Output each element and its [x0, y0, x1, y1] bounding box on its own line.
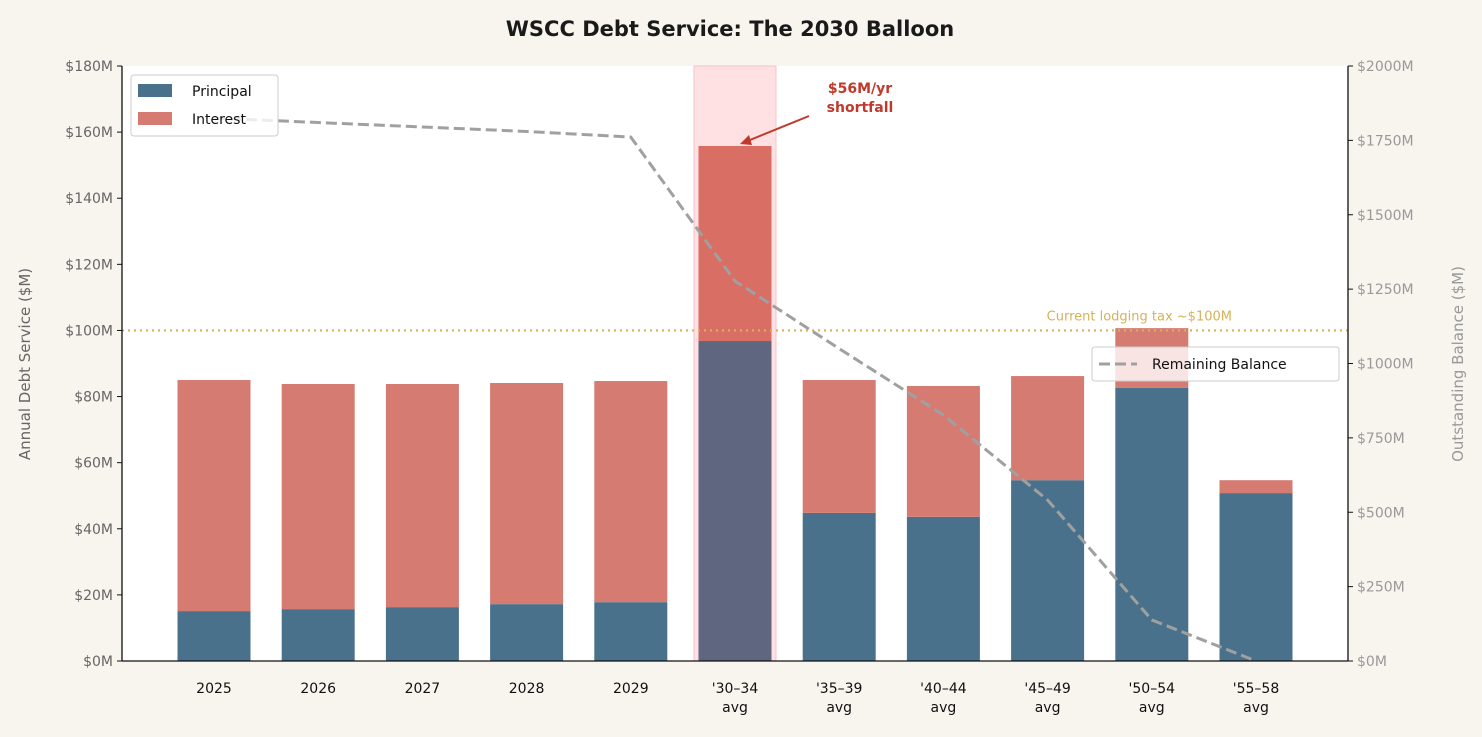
bar-interest: [281, 383, 355, 610]
x-tick-label: '35–39: [816, 681, 862, 697]
bar-interest: [802, 380, 876, 513]
annotation-text: $56M/yr: [828, 81, 892, 97]
x-tick-label: '45–49: [1024, 681, 1070, 697]
bar-principal: [594, 602, 668, 661]
bar-principal: [906, 516, 980, 661]
y-tick-label: $140M: [65, 191, 113, 207]
legend-label: Remaining Balance: [1152, 357, 1287, 373]
y2-axis-label: Outstanding Balance ($M): [1449, 266, 1467, 462]
bar-principal: [490, 604, 564, 661]
bar-interest: [1011, 376, 1085, 481]
y2-tick-label: $2000M: [1357, 59, 1414, 75]
y2-tick-label: $1500M: [1357, 208, 1414, 224]
bar-principal: [281, 609, 355, 661]
x-tick-label: 2025: [196, 681, 232, 697]
bar-interest: [594, 381, 668, 603]
bar-principal: [177, 611, 251, 661]
y2-tick-label: $1000M: [1357, 357, 1414, 373]
bar-principal: [1219, 493, 1293, 661]
reference-line-label: Current lodging tax ~$100M: [1047, 309, 1232, 324]
x-tick-label: 2029: [613, 681, 649, 697]
y-tick-label: $60M: [74, 456, 113, 472]
annotation-text: shortfall: [827, 100, 894, 116]
x-tick-label: 2028: [509, 681, 545, 697]
x-tick-label: 2026: [300, 681, 336, 697]
legend-label: Interest: [192, 112, 246, 128]
y-tick-label: $40M: [74, 522, 113, 538]
x-tick-label: '55–58: [1233, 681, 1279, 697]
y-tick-label: $180M: [65, 59, 113, 75]
y2-tick-label: $500M: [1357, 505, 1405, 521]
legend-swatch-interest: [138, 112, 172, 125]
legend-box-balance: [1091, 346, 1340, 382]
x-tick-label: avg: [826, 700, 852, 716]
bar-principal: [1011, 480, 1085, 661]
bar-principal: [385, 607, 459, 661]
x-tick-label: 2027: [405, 681, 441, 697]
remaining-balance-line: [213, 116, 1257, 663]
bar-interest: [1219, 480, 1293, 494]
bar-interest: [906, 385, 980, 517]
legend-label: Principal: [192, 84, 252, 100]
y-tick-label: $120M: [65, 257, 113, 273]
y2-tick-label: $250M: [1357, 580, 1405, 596]
bar-principal: [1115, 387, 1189, 661]
y-tick-label: $160M: [65, 125, 113, 141]
y2-tick-label: $750M: [1357, 431, 1405, 447]
x-tick-label: avg: [722, 700, 748, 716]
bar-interest: [490, 383, 564, 605]
annotation-arrowhead: [740, 135, 752, 145]
y2-tick-label: $1250M: [1357, 282, 1414, 298]
x-tick-label: avg: [1243, 700, 1269, 716]
bar-principal: [802, 512, 876, 661]
bar-interest: [698, 145, 772, 342]
x-tick-label: avg: [1139, 700, 1165, 716]
y-tick-label: $80M: [74, 390, 113, 406]
y-tick-label: $100M: [65, 323, 113, 339]
y2-tick-label: $1750M: [1357, 133, 1414, 149]
legend-swatch-principal: [138, 84, 172, 97]
x-tick-label: '40–44: [920, 681, 967, 697]
x-tick-label: '50–54: [1129, 681, 1176, 697]
bar-interest: [385, 383, 459, 608]
x-tick-label: '30–34: [712, 681, 759, 697]
x-tick-label: avg: [1035, 700, 1061, 716]
bar-interest: [177, 380, 251, 612]
y2-tick-label: $0M: [1357, 654, 1387, 670]
annotation-arrow: [744, 115, 810, 143]
y-tick-label: $20M: [74, 588, 113, 604]
bar-principal: [698, 341, 772, 661]
y-axis-label: Annual Debt Service ($M): [16, 268, 34, 460]
y-tick-label: $0M: [83, 654, 113, 670]
chart-title: WSCC Debt Service: The 2030 Balloon: [506, 17, 954, 41]
x-tick-label: avg: [931, 700, 957, 716]
